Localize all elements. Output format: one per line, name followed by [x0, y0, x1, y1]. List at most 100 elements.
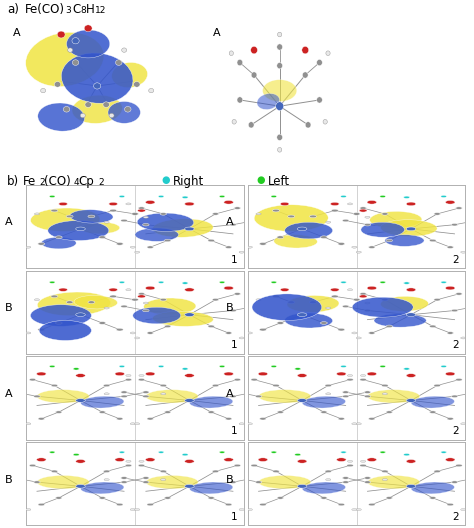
Circle shape — [51, 384, 58, 386]
Circle shape — [147, 418, 154, 420]
Circle shape — [161, 478, 166, 480]
Circle shape — [342, 395, 349, 398]
Ellipse shape — [258, 390, 311, 403]
Circle shape — [473, 477, 474, 479]
Circle shape — [212, 384, 219, 386]
Circle shape — [406, 313, 416, 316]
Circle shape — [164, 411, 171, 413]
Circle shape — [461, 508, 466, 511]
Circle shape — [251, 464, 257, 467]
Circle shape — [164, 239, 171, 242]
Circle shape — [295, 454, 301, 456]
Circle shape — [338, 328, 345, 331]
Circle shape — [447, 246, 454, 248]
Circle shape — [342, 481, 349, 483]
Circle shape — [277, 236, 284, 239]
Circle shape — [57, 31, 65, 38]
Circle shape — [115, 372, 125, 376]
Circle shape — [341, 365, 346, 367]
Ellipse shape — [374, 314, 426, 327]
Circle shape — [104, 478, 109, 480]
Circle shape — [259, 242, 266, 245]
Circle shape — [447, 503, 454, 506]
Circle shape — [234, 293, 241, 295]
Ellipse shape — [144, 298, 196, 315]
Circle shape — [356, 337, 361, 339]
Circle shape — [185, 459, 194, 463]
Circle shape — [258, 458, 268, 461]
Circle shape — [406, 459, 416, 463]
Circle shape — [342, 305, 349, 308]
Circle shape — [185, 313, 194, 316]
Ellipse shape — [37, 390, 89, 403]
Circle shape — [469, 374, 474, 376]
Circle shape — [248, 374, 253, 376]
Circle shape — [380, 195, 385, 197]
Circle shape — [219, 281, 225, 284]
Circle shape — [326, 221, 331, 223]
Circle shape — [326, 478, 331, 480]
Ellipse shape — [39, 320, 91, 341]
Text: B: B — [226, 475, 234, 485]
Circle shape — [347, 379, 353, 381]
Circle shape — [239, 508, 244, 511]
Circle shape — [219, 365, 225, 367]
Circle shape — [26, 246, 31, 248]
Circle shape — [160, 384, 166, 386]
Circle shape — [338, 242, 345, 245]
Circle shape — [234, 464, 241, 467]
Circle shape — [41, 88, 46, 93]
Ellipse shape — [254, 205, 328, 231]
Circle shape — [404, 196, 410, 199]
Circle shape — [271, 195, 277, 197]
Circle shape — [364, 309, 371, 312]
Circle shape — [131, 298, 138, 301]
Circle shape — [365, 216, 370, 218]
Ellipse shape — [252, 294, 322, 320]
Circle shape — [364, 477, 371, 479]
Circle shape — [317, 97, 322, 103]
Circle shape — [234, 391, 240, 393]
Circle shape — [36, 458, 46, 461]
Text: ●: ● — [161, 175, 170, 185]
Circle shape — [117, 418, 123, 420]
Circle shape — [364, 223, 371, 226]
Circle shape — [260, 503, 266, 506]
Circle shape — [337, 372, 346, 376]
Circle shape — [109, 202, 118, 205]
Circle shape — [208, 239, 214, 242]
Circle shape — [270, 393, 275, 395]
Circle shape — [380, 281, 385, 284]
Text: 2: 2 — [98, 178, 104, 187]
Circle shape — [434, 470, 440, 473]
Text: 1: 1 — [231, 254, 237, 265]
Circle shape — [160, 298, 166, 301]
Circle shape — [456, 464, 462, 467]
Circle shape — [51, 470, 58, 473]
Text: A: A — [5, 217, 12, 227]
Circle shape — [51, 209, 58, 212]
Circle shape — [126, 374, 131, 376]
Circle shape — [451, 395, 458, 398]
Circle shape — [434, 384, 440, 386]
Circle shape — [49, 281, 55, 284]
Circle shape — [234, 207, 241, 209]
Circle shape — [302, 46, 309, 54]
Circle shape — [143, 223, 149, 226]
Circle shape — [326, 51, 330, 55]
Circle shape — [382, 298, 388, 301]
Circle shape — [126, 289, 131, 291]
Circle shape — [367, 458, 377, 461]
Circle shape — [225, 503, 232, 506]
Circle shape — [255, 481, 262, 483]
Circle shape — [99, 322, 106, 324]
Circle shape — [295, 367, 301, 370]
Circle shape — [116, 242, 123, 245]
Circle shape — [248, 122, 254, 128]
Circle shape — [369, 418, 375, 420]
Circle shape — [248, 460, 253, 463]
Circle shape — [352, 332, 357, 334]
Circle shape — [66, 301, 73, 304]
Circle shape — [352, 246, 357, 248]
Circle shape — [277, 411, 283, 413]
